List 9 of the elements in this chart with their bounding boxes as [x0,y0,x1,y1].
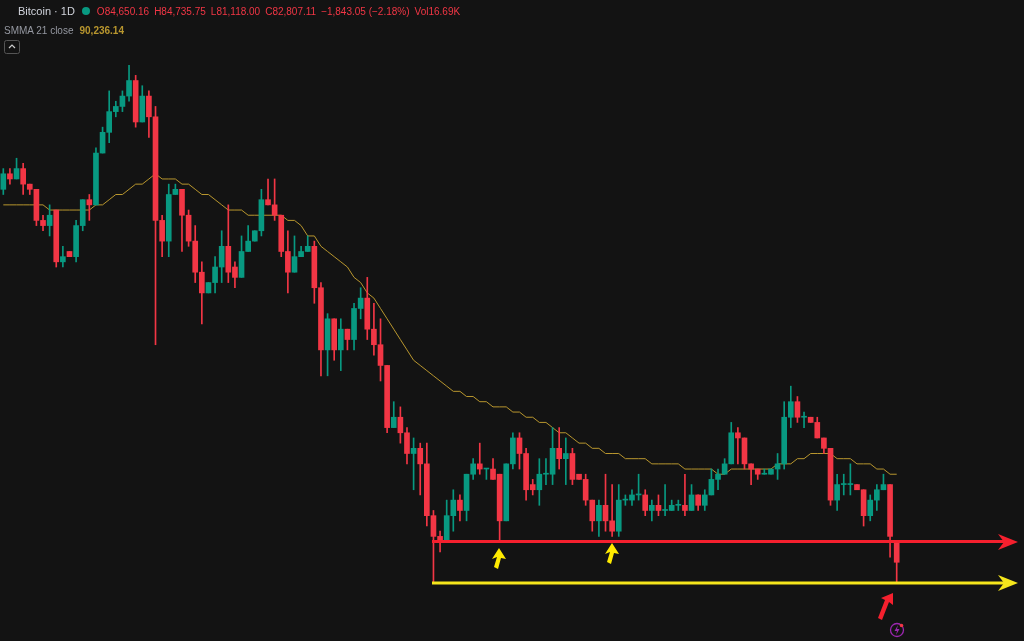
text: SMMA 21 close [4,25,74,36]
text: O84,650.16 [96,5,150,17]
text: Vol16.69K [414,5,461,17]
text: L81,118.00 [210,5,261,17]
text: −1,843.05 (−2.18%) [321,5,410,17]
chart-title: Bitcoin · 1D [18,5,75,17]
text: H84,735.75 [154,5,206,17]
text: C82,807.11 [265,5,317,17]
text: 90,236.14 [79,25,124,36]
